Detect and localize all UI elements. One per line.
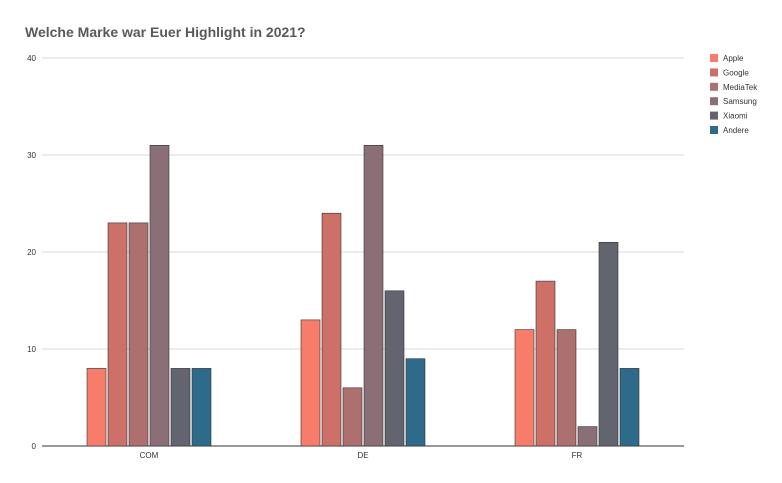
bar-andere-com xyxy=(191,368,212,447)
bar-xiaomi-com xyxy=(170,368,191,447)
y-tick-label: 20 xyxy=(27,248,36,257)
legend-swatch-andere xyxy=(710,126,718,134)
legend-label-samsung: Samsung xyxy=(723,97,757,106)
bar-google-de xyxy=(321,212,342,447)
bar-samsung-fr xyxy=(577,426,598,447)
bar-mediatek-fr xyxy=(556,329,577,447)
legend-label-google: Google xyxy=(723,68,749,77)
bar-mediatek-com xyxy=(128,222,149,447)
x-tick-label: FR xyxy=(572,451,583,460)
y-axis-ticks: 0 10 20 30 40 xyxy=(27,54,36,451)
gridlines xyxy=(42,57,684,447)
legend-swatch-mediatek xyxy=(710,82,718,91)
bar-apple-com xyxy=(86,368,107,447)
y-tick-label: 40 xyxy=(27,54,36,63)
bar-samsung-de xyxy=(363,145,384,447)
y-tick-label: 30 xyxy=(27,151,36,160)
bar-mediatek-de xyxy=(342,387,363,447)
legend: Apple Google MediaTek Samsung Xiaomi Andere xyxy=(710,54,758,135)
legend-swatch-google xyxy=(710,68,718,77)
bar-xiaomi-fr xyxy=(598,242,619,447)
bar-andere-fr xyxy=(619,368,640,447)
legend-label-andere: Andere xyxy=(723,126,749,135)
legend-label-mediatek: MediaTek xyxy=(723,83,758,92)
bar-samsung-com xyxy=(149,145,170,447)
y-tick-label: 0 xyxy=(32,442,37,451)
bar-google-com xyxy=(107,222,128,447)
bar-google-fr xyxy=(535,280,556,447)
bar-xiaomi-de xyxy=(384,290,405,447)
chart-title: Welche Marke war Euer Highlight in 2021? xyxy=(25,24,306,40)
legend-swatch-apple xyxy=(710,54,718,62)
y-tick-label: 10 xyxy=(27,345,36,354)
legend-label-apple: Apple xyxy=(723,54,744,63)
bar-apple-fr xyxy=(514,329,535,447)
x-tick-label: COM xyxy=(140,451,159,460)
x-tick-label: DE xyxy=(357,451,368,460)
bars xyxy=(86,145,640,447)
bar-andere-de xyxy=(405,358,426,447)
legend-swatch-samsung xyxy=(710,97,718,106)
bar-apple-de xyxy=(300,319,321,447)
legend-label-xiaomi: Xiaomi xyxy=(723,112,748,121)
x-axis-ticks: COM DE FR xyxy=(140,451,583,460)
legend-swatch-xiaomi xyxy=(710,111,718,120)
